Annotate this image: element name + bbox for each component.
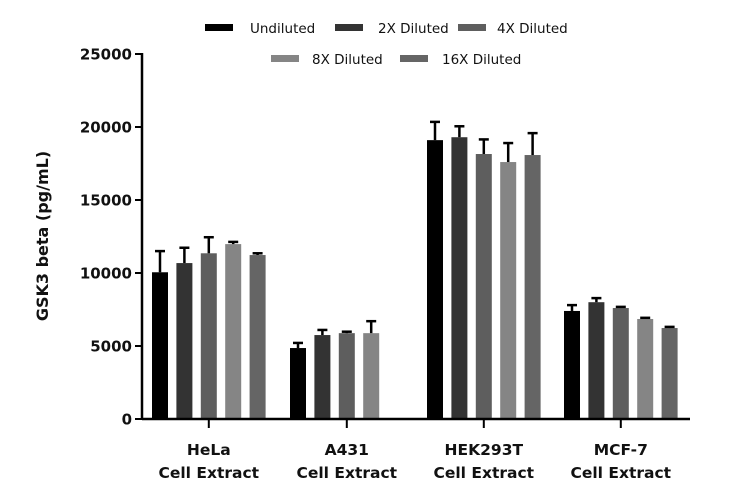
y-tick-label: 25000 <box>80 46 132 64</box>
legend-swatch-8x-diluted <box>271 55 299 62</box>
y-tick-label: 0 <box>122 411 132 429</box>
bar-16x-diluted <box>249 255 266 419</box>
bar-8x-diluted <box>225 244 242 419</box>
bar-undiluted <box>152 272 168 419</box>
bar-2x-diluted <box>176 263 193 419</box>
bar-4x-diluted <box>200 253 217 419</box>
legend-swatch-undiluted <box>205 24 233 31</box>
bar-4x-diluted <box>338 333 355 419</box>
bar-2x-diluted <box>451 137 468 419</box>
x-tick-label-line1: HeLa <box>187 441 231 459</box>
error-bars-group <box>155 120 675 349</box>
x-tick-label-line2: Cell Extract <box>158 464 259 482</box>
bar-4x-diluted <box>612 308 629 419</box>
bar-8x-diluted <box>637 318 654 419</box>
bar-undiluted <box>564 310 580 419</box>
x-tick-label-line1: A431 <box>325 441 369 459</box>
legend-swatch-2x-diluted <box>335 24 363 31</box>
legend: Undiluted 2X Diluted 4X Diluted 8X Diluted 1… <box>205 21 568 68</box>
legend-label-4x-diluted: 4X Diluted <box>497 21 568 37</box>
legend-label-undiluted: Undiluted <box>250 21 315 37</box>
legend-label-8x-diluted: 8X Diluted <box>312 52 383 68</box>
bar-8x-diluted <box>363 333 380 419</box>
x-tick-label-line2: Cell Extract <box>433 464 534 482</box>
legend-label-2x-diluted: 2X Diluted <box>378 21 449 37</box>
bars-group <box>152 137 678 420</box>
bar-undiluted <box>427 140 443 419</box>
bar-2x-diluted <box>588 302 605 419</box>
legend-swatch-16x-diluted <box>400 55 428 62</box>
legend-label-16x-diluted: 16X Diluted <box>442 52 521 68</box>
bar-undiluted <box>290 348 306 419</box>
x-tick-label-line2: Cell Extract <box>570 464 671 482</box>
x-tick-label-line2: Cell Extract <box>296 464 397 482</box>
axes-group: 0 5000 10000 15000 20000 25000 HeLa Cell Extrac… <box>80 46 690 482</box>
bar-8x-diluted <box>500 162 517 420</box>
x-tick-label-line1: HEK293T <box>445 441 524 459</box>
bar-16x-diluted <box>661 328 678 419</box>
legend-swatch-4x-diluted <box>458 24 486 31</box>
y-tick-label: 15000 <box>80 192 132 210</box>
bar-2x-diluted <box>314 335 331 419</box>
bar-16x-diluted <box>524 155 541 420</box>
y-axis-title: GSK3 beta (pg/mL) <box>33 151 52 321</box>
y-tick-label: 10000 <box>80 265 132 283</box>
y-tick-label: 5000 <box>90 338 132 356</box>
y-tick-label: 20000 <box>80 119 132 137</box>
x-tick-label-line1: MCF-7 <box>594 441 648 459</box>
bar-4x-diluted <box>475 154 492 419</box>
